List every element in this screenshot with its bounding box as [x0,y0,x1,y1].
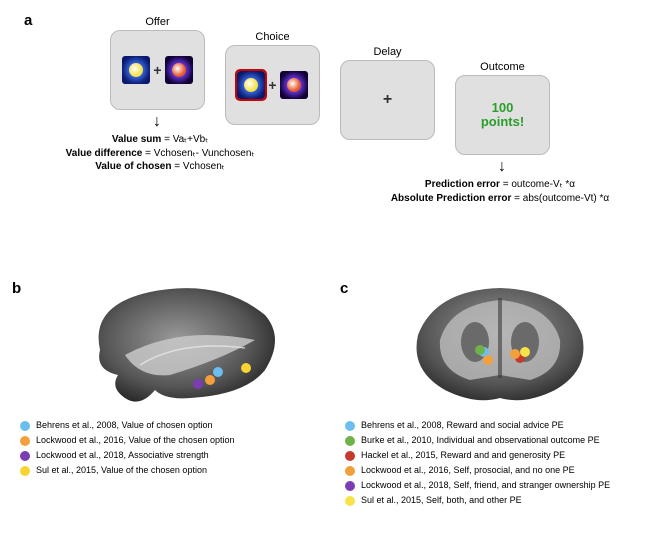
legend-text: Lockwood et al., 2016, Value of the chos… [36,435,234,446]
legend-dot-icon [345,496,355,506]
legend-dot-icon [20,451,30,461]
choice-card: Choice + [225,45,320,125]
legend-item: Hackel et al., 2015, Reward and and gene… [345,450,655,461]
legend-dot-icon [20,421,30,431]
equation-line: Value sum = Vaₜ+Vbₜ [50,133,270,147]
delay-title: Delay [341,46,434,58]
equation-line: Value difference = Vchosenₜ- Vunchosenₜ [50,147,270,161]
offer-stim-right [165,56,193,84]
brain-coronal [345,280,655,410]
outcome-title: Outcome [456,61,549,73]
choice-title: Choice [226,31,319,43]
legend-b: Behrens et al., 2008, Value of chosen op… [20,420,340,476]
legend-dot-icon [345,466,355,476]
equations-left: Value sum = Vaₜ+VbₜValue difference = Vc… [50,133,270,174]
equation-line: Value of chosen = Vchosenₜ [50,160,270,174]
panel-a: Offer + Choice + Delay + Outcome 100 poi… [50,15,610,235]
panel-b: Behrens et al., 2008, Value of chosen op… [20,280,340,480]
legend-item: Sul et al., 2015, Self, both, and other … [345,495,655,506]
equation-line: Prediction error = outcome-Vₜ *α [360,178,640,192]
offer-title: Offer [111,16,204,28]
brain-marker [205,375,215,385]
legend-item: Burke et al., 2010, Individual and obser… [345,435,655,446]
choice-stim-right [280,71,308,99]
legend-dot-icon [345,436,355,446]
brain-marker [483,355,493,365]
legend-item: Lockwood et al., 2016, Value of the chos… [20,435,340,446]
arrow-down-icon: ↓ [498,158,506,176]
legend-dot-icon [345,481,355,491]
legend-text: Lockwood et al., 2018, Associative stren… [36,450,209,461]
legend-dot-icon [345,451,355,461]
brain-marker [213,367,223,377]
delay-card: Delay + [340,60,435,140]
offer-stim-left [122,56,150,84]
legend-item: Behrens et al., 2008, Value of chosen op… [20,420,340,431]
legend-text: Hackel et al., 2015, Reward and and gene… [361,450,565,461]
legend-dot-icon [20,436,30,446]
legend-item: Sul et al., 2015, Value of the chosen op… [20,465,340,476]
legend-dot-icon [20,466,30,476]
legend-text: Lockwood et al., 2016, Self, prosocial, … [361,465,575,476]
legend-text: Behrens et al., 2008, Reward and social … [361,420,564,431]
legend-item: Behrens et al., 2008, Reward and social … [345,420,655,431]
panel-a-label: a [24,12,32,29]
brain-marker [520,347,530,357]
legend-text: Sul et al., 2015, Value of the chosen op… [36,465,207,476]
legend-c: Behrens et al., 2008, Reward and social … [345,420,655,506]
outcome-card: Outcome 100 points! [455,75,550,155]
panel-c: Behrens et al., 2008, Reward and social … [345,280,655,510]
brain-marker [510,349,520,359]
brain-marker [475,345,485,355]
offer-card: Offer + [110,30,205,110]
legend-item: Lockwood et al., 2016, Self, prosocial, … [345,465,655,476]
legend-text: Lockwood et al., 2018, Self, friend, and… [361,480,610,491]
fixation-cross: + [153,62,161,78]
brain-coronal-svg [400,280,600,410]
legend-text: Sul et al., 2015, Self, both, and other … [361,495,522,506]
brain-marker [241,363,251,373]
legend-text: Burke et al., 2010, Individual and obser… [361,435,600,446]
equation-line: Absolute Prediction error = abs(outcome-… [360,192,640,206]
fixation-cross: + [268,77,276,93]
legend-text: Behrens et al., 2008, Value of chosen op… [36,420,212,431]
choice-stim-left [237,71,265,99]
legend-item: Lockwood et al., 2018, Self, friend, and… [345,480,655,491]
brain-sagittal [20,280,340,410]
equations-right: Prediction error = outcome-Vₜ *αAbsolute… [360,178,640,205]
brain-sagittal-svg [70,280,290,410]
outcome-text: 100 points! [481,101,524,130]
brain-marker [193,379,203,389]
legend-item: Lockwood et al., 2018, Associative stren… [20,450,340,461]
arrow-down-icon: ↓ [153,113,161,131]
legend-dot-icon [345,421,355,431]
delay-fixation: + [383,91,392,109]
